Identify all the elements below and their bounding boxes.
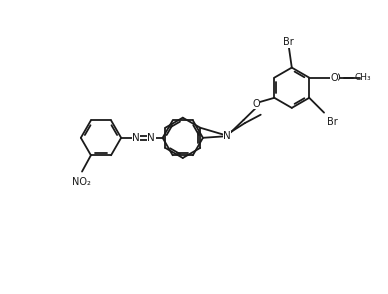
Text: O: O — [252, 99, 260, 109]
Text: Br: Br — [284, 37, 294, 47]
Text: N: N — [147, 133, 155, 143]
Text: NO₂: NO₂ — [72, 177, 91, 187]
Text: O: O — [331, 73, 338, 83]
Text: O: O — [333, 73, 340, 83]
Text: Br: Br — [327, 117, 338, 127]
Text: N: N — [132, 133, 140, 143]
Text: N: N — [223, 131, 231, 141]
Text: CH₃: CH₃ — [354, 73, 371, 82]
